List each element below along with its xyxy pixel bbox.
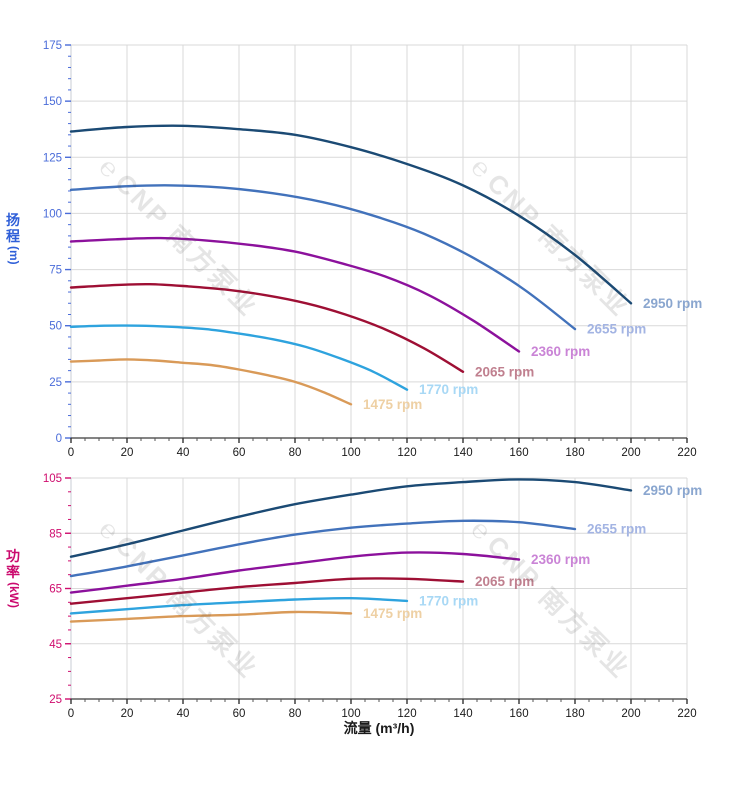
y-tick-label: 85 bbox=[49, 528, 62, 540]
x-tick-label: 100 bbox=[341, 708, 360, 720]
x-tick-label: 40 bbox=[177, 447, 190, 459]
x-tick-label: 200 bbox=[621, 708, 640, 720]
x-tick-label: 200 bbox=[621, 447, 640, 459]
curve-2065-rpm bbox=[69, 282, 465, 373]
head-axis-title: 扬程 (m) bbox=[6, 212, 21, 265]
series-label-2065-rpm: 2065 rpm bbox=[475, 574, 534, 589]
x-tick-label: 20 bbox=[121, 708, 134, 720]
curve-2950-rpm bbox=[69, 124, 633, 305]
y-tick-label: 25 bbox=[49, 694, 62, 706]
series-label-1770-rpm: 1770 rpm bbox=[419, 593, 478, 608]
curve-1475-rpm bbox=[69, 358, 353, 406]
x-tick-label: 220 bbox=[677, 708, 696, 720]
x-tick-label: 220 bbox=[677, 447, 696, 459]
x-tick-label: 120 bbox=[397, 708, 416, 720]
curve-1475-rpm bbox=[69, 610, 353, 623]
y-tick-label: 65 bbox=[49, 584, 62, 596]
x-tick-label: 60 bbox=[233, 447, 246, 459]
x-tick-label: 80 bbox=[289, 447, 302, 459]
x-tick-label: 120 bbox=[397, 447, 416, 459]
x-tick-label: 160 bbox=[509, 447, 528, 459]
power-axis-title-text: 功率 bbox=[6, 548, 20, 581]
x-tick-label: 40 bbox=[177, 708, 190, 720]
head-vs-flow-chart bbox=[65, 44, 688, 443]
x-tick-label: 20 bbox=[121, 447, 134, 459]
series-label-2950-rpm: 2950 rpm bbox=[643, 296, 702, 311]
power-vs-flow-chart bbox=[65, 477, 688, 704]
series-label-2360-rpm: 2360 rpm bbox=[531, 344, 590, 359]
x-tick-label: 60 bbox=[233, 708, 246, 720]
x-tick-label: 100 bbox=[341, 447, 360, 459]
y-tick-label: 45 bbox=[49, 639, 62, 651]
curve-1770-rpm bbox=[69, 596, 409, 615]
series-label-2065-rpm: 2065 rpm bbox=[475, 364, 534, 379]
x-tick-label: 140 bbox=[453, 708, 472, 720]
x-tick-label: 140 bbox=[453, 447, 472, 459]
head-axis-unit: (m) bbox=[6, 246, 21, 265]
y-tick-label: 105 bbox=[43, 473, 62, 485]
curve-2655-rpm bbox=[69, 184, 577, 331]
curve-2360-rpm bbox=[69, 551, 521, 594]
series-label-2360-rpm: 2360 rpm bbox=[531, 552, 590, 567]
power-axis-unit: (kW) bbox=[6, 582, 21, 609]
y-tick-label: 125 bbox=[43, 152, 62, 164]
curve-2360-rpm bbox=[69, 236, 521, 353]
x-tick-label: 180 bbox=[565, 708, 584, 720]
curve-1770-rpm bbox=[69, 324, 409, 391]
y-tick-label: 25 bbox=[49, 377, 62, 389]
y-tick-label: 100 bbox=[43, 208, 62, 220]
x-tick-label: 160 bbox=[509, 708, 528, 720]
series-label-2655-rpm: 2655 rpm bbox=[587, 322, 646, 337]
series-label-1475-rpm: 1475 rpm bbox=[363, 606, 422, 621]
series-label-1475-rpm: 1475 rpm bbox=[363, 397, 422, 412]
y-tick-label: 150 bbox=[43, 96, 62, 108]
x-tick-label: 0 bbox=[68, 708, 74, 720]
power-axis-title: 功率 (kW) bbox=[6, 548, 21, 609]
y-tick-label: 175 bbox=[43, 40, 62, 52]
curve-2950-rpm bbox=[69, 478, 633, 558]
x-tick-label: 180 bbox=[565, 447, 584, 459]
y-tick-label: 0 bbox=[56, 433, 62, 445]
y-tick-label: 50 bbox=[49, 321, 62, 333]
x-tick-label: 0 bbox=[68, 447, 74, 459]
series-label-2950-rpm: 2950 rpm bbox=[643, 483, 702, 498]
curve-2655-rpm bbox=[69, 519, 577, 578]
series-label-2655-rpm: 2655 rpm bbox=[587, 522, 646, 537]
x-tick-label: 80 bbox=[289, 708, 302, 720]
y-tick-label: 75 bbox=[49, 265, 62, 277]
head-axis-title-text: 扬程 bbox=[6, 212, 20, 245]
series-label-1770-rpm: 1770 rpm bbox=[419, 382, 478, 397]
flow-axis-title: 流量 (m³/h) bbox=[343, 720, 415, 736]
curve-2065-rpm bbox=[69, 577, 465, 605]
